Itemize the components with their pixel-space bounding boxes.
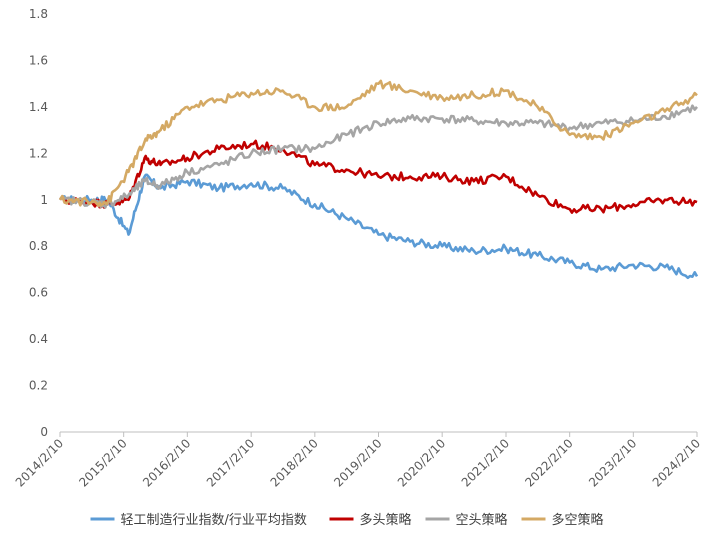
legend: 轻工制造行业指数/行业平均指数 多头策略 空头策略 多空策略 [90, 512, 604, 528]
x-axis: 2014/2/10 2015/2/10 2016/2/10 2017/2/10 2018… [13, 431, 703, 490]
y-axis: 0 0.2 0.4 0.6 0.8 1 1.2 1.4 1.6 1.8 [29, 7, 48, 439]
y-tick-label: 1.8 [29, 7, 48, 21]
series-line [58, 173, 699, 280]
x-tick-label: 2024/2/10 [650, 436, 703, 489]
x-tick-label: 2020/2/10 [395, 436, 448, 489]
legend-label: 轻工制造行业指数/行业平均指数 [121, 513, 307, 528]
x-tick-label: 2016/2/10 [140, 436, 193, 489]
x-tick-label: 2017/2/10 [204, 436, 257, 489]
y-tick-label: 1.6 [29, 53, 48, 67]
y-tick-label: 0.4 [29, 332, 48, 346]
y-tick-label: 0.2 [29, 379, 48, 393]
y-tick-label: 1 [40, 193, 48, 207]
y-tick-label: 0.6 [29, 286, 48, 300]
x-tick-label: 2014/2/10 [13, 436, 66, 489]
x-tick-label: 2022/2/10 [522, 436, 575, 489]
legend-label: 多头策略 [360, 512, 412, 528]
legend-label: 空头策略 [456, 512, 508, 528]
x-tick-label: 2023/2/10 [586, 436, 639, 489]
series-line [58, 104, 698, 209]
x-tick-label: 2018/2/10 [268, 436, 321, 489]
y-tick-label: 1.2 [29, 146, 48, 160]
x-tick-label: 2021/2/10 [459, 436, 512, 489]
y-tick-label: 0.8 [29, 239, 48, 253]
x-tick-label: 2015/2/10 [76, 436, 129, 489]
series-layer [58, 79, 699, 280]
y-tick-label: 0 [40, 425, 48, 439]
series-line [58, 139, 698, 214]
legend-label: 多空策略 [552, 512, 604, 528]
series-line [58, 79, 698, 207]
x-tick-label: 2019/2/10 [331, 436, 384, 489]
y-tick-label: 1.4 [29, 100, 48, 114]
